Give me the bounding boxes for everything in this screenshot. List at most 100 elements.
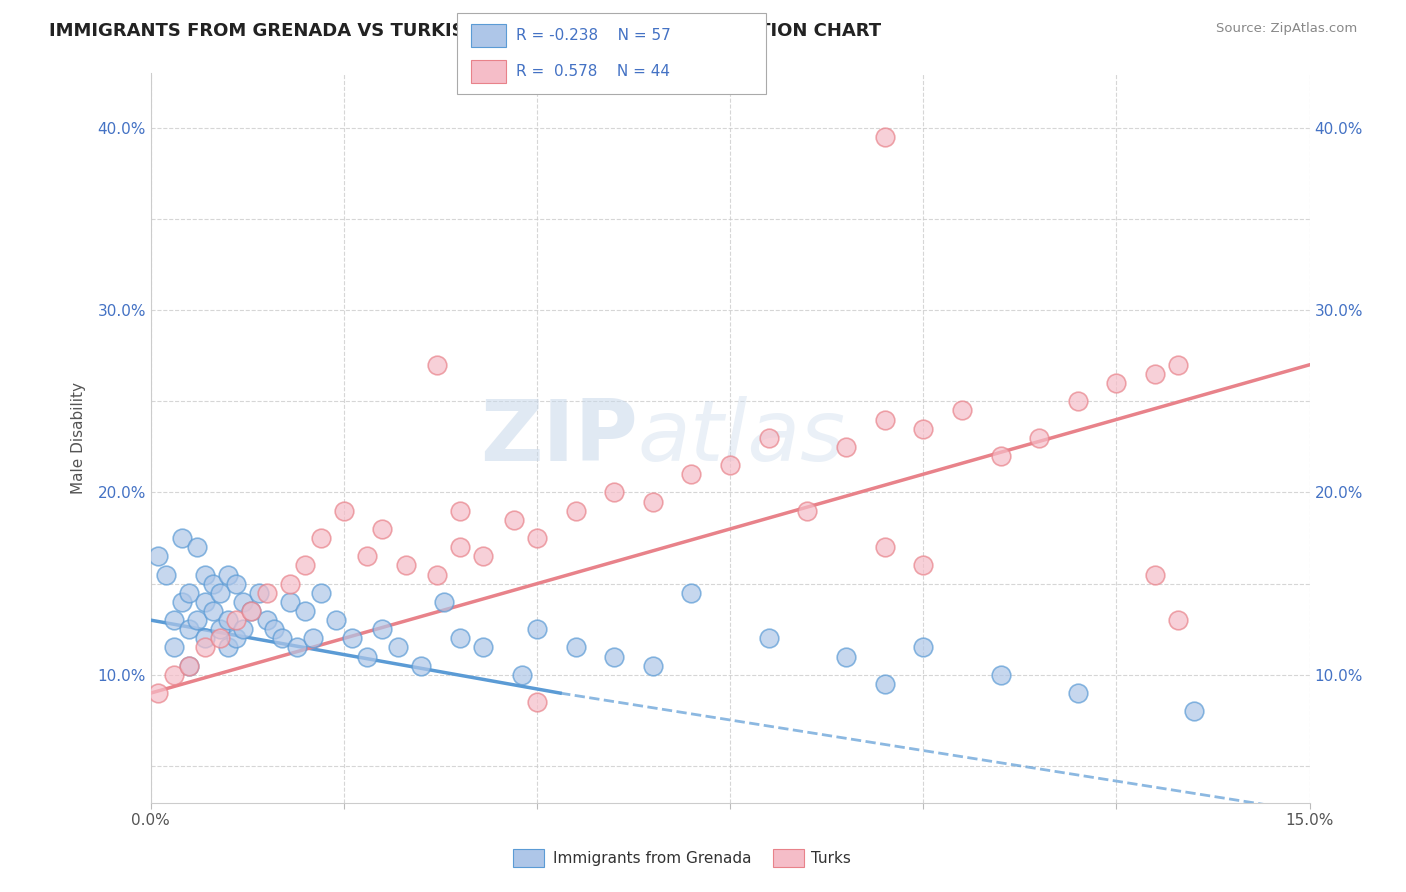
Point <box>990 449 1012 463</box>
Point <box>990 668 1012 682</box>
Point <box>170 531 193 545</box>
Point <box>1028 431 1050 445</box>
Text: atlas: atlas <box>637 396 845 479</box>
Point <box>873 540 896 554</box>
Point <box>309 531 332 545</box>
Point <box>294 604 316 618</box>
Point <box>179 586 201 600</box>
Point <box>225 613 247 627</box>
Point <box>302 632 325 646</box>
Point <box>256 586 278 600</box>
Point <box>387 640 409 655</box>
Point <box>232 622 254 636</box>
Point <box>1105 376 1128 390</box>
Point <box>796 504 818 518</box>
Point <box>247 586 270 600</box>
Point <box>256 613 278 627</box>
Point <box>526 531 548 545</box>
Point <box>395 558 418 573</box>
Point <box>194 595 217 609</box>
Point <box>681 586 703 600</box>
Point <box>194 632 217 646</box>
Point <box>179 658 201 673</box>
Point <box>163 640 186 655</box>
Point <box>641 658 664 673</box>
Y-axis label: Male Disability: Male Disability <box>72 382 86 494</box>
Point <box>340 632 363 646</box>
Point <box>641 494 664 508</box>
Point <box>411 658 433 673</box>
Point <box>603 649 626 664</box>
Point <box>209 622 232 636</box>
Point <box>148 549 170 564</box>
Point <box>240 604 263 618</box>
Point <box>449 504 471 518</box>
Point <box>371 622 394 636</box>
Point <box>356 649 378 664</box>
Point <box>155 567 177 582</box>
Point <box>356 549 378 564</box>
Point <box>873 677 896 691</box>
Point <box>240 604 263 618</box>
Point <box>278 576 301 591</box>
Point <box>835 440 858 454</box>
Point <box>526 622 548 636</box>
Point <box>471 640 494 655</box>
Point <box>194 640 217 655</box>
Point <box>271 632 294 646</box>
Point <box>1067 686 1090 700</box>
Point <box>201 576 224 591</box>
Text: Immigrants from Grenada: Immigrants from Grenada <box>553 851 751 865</box>
Point <box>1067 394 1090 409</box>
Point <box>835 649 858 664</box>
Point <box>371 522 394 536</box>
Point <box>433 595 456 609</box>
Point <box>186 540 208 554</box>
Point <box>278 595 301 609</box>
Point <box>163 668 186 682</box>
Point <box>603 485 626 500</box>
Point <box>1143 567 1166 582</box>
Point <box>201 604 224 618</box>
Point <box>179 658 201 673</box>
Point <box>1143 367 1166 381</box>
Point <box>449 540 471 554</box>
Point <box>148 686 170 700</box>
Point <box>510 668 533 682</box>
Point <box>1167 358 1189 372</box>
Point <box>186 613 208 627</box>
Point <box>263 622 285 636</box>
Point <box>163 613 186 627</box>
Point <box>425 567 447 582</box>
Point <box>564 504 586 518</box>
Point <box>333 504 356 518</box>
Text: Source: ZipAtlas.com: Source: ZipAtlas.com <box>1216 22 1357 36</box>
Point <box>758 431 780 445</box>
Point <box>718 458 741 472</box>
Point <box>912 558 935 573</box>
Point <box>471 549 494 564</box>
Point <box>873 412 896 426</box>
Point <box>912 422 935 436</box>
Point <box>287 640 309 655</box>
Point <box>950 403 973 417</box>
Point <box>232 595 254 609</box>
Point <box>873 129 896 144</box>
Text: Turks: Turks <box>811 851 851 865</box>
Point <box>1182 704 1205 718</box>
Point <box>294 558 316 573</box>
Point <box>1167 613 1189 627</box>
Point <box>912 640 935 655</box>
Point <box>526 695 548 709</box>
Text: IMMIGRANTS FROM GRENADA VS TURKISH MALE DISABILITY CORRELATION CHART: IMMIGRANTS FROM GRENADA VS TURKISH MALE … <box>49 22 882 40</box>
Point <box>225 576 247 591</box>
Point <box>309 586 332 600</box>
Point <box>325 613 347 627</box>
Point <box>217 640 239 655</box>
Point <box>209 632 232 646</box>
Text: ZIP: ZIP <box>479 396 637 479</box>
Text: R = -0.238    N = 57: R = -0.238 N = 57 <box>516 29 671 43</box>
Point <box>209 586 232 600</box>
Point <box>194 567 217 582</box>
Point <box>681 467 703 482</box>
